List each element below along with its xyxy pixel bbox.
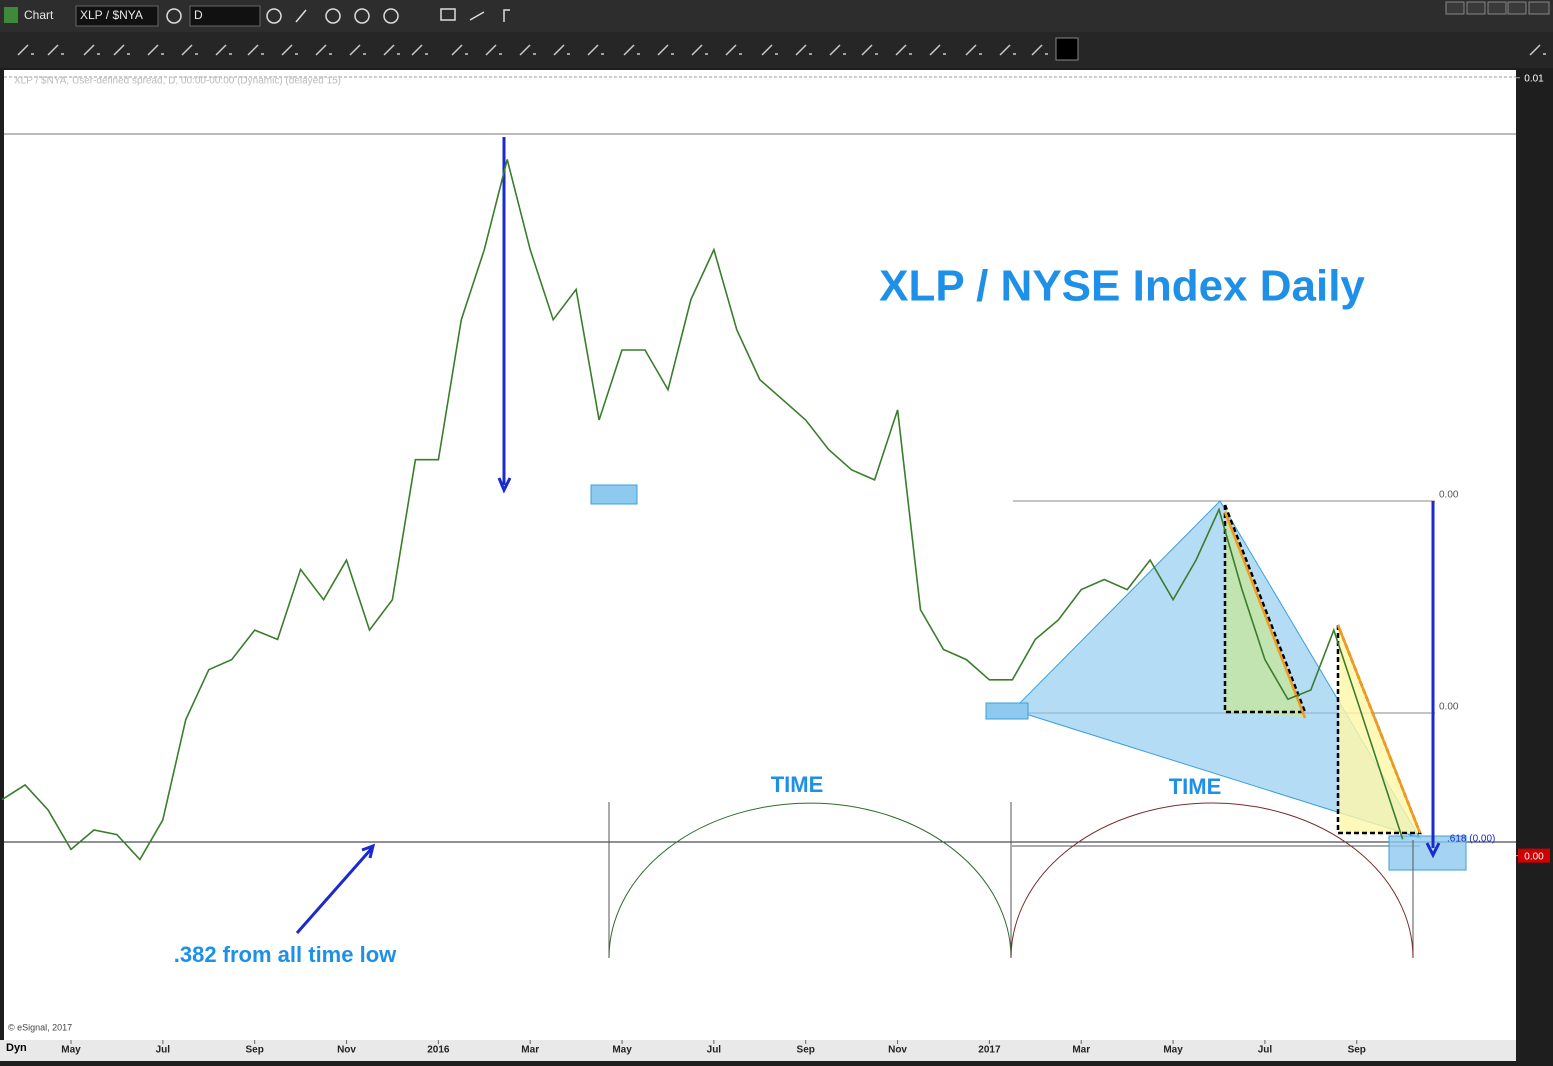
tool-icon[interactable] <box>761 44 778 56</box>
tool-icon[interactable] <box>147 44 164 56</box>
tool-icon[interactable] <box>315 44 332 56</box>
x-tick-label: May <box>1163 1045 1183 1056</box>
x-tick-label: Jul <box>156 1045 171 1056</box>
x-tick-label: Nov <box>888 1045 907 1056</box>
study-header: XLP / $NYA, User-defined spread, D, 00:0… <box>14 76 341 87</box>
y-tick-label: 0.01 <box>1524 73 1544 84</box>
tool-icon[interactable] <box>451 44 468 56</box>
x-tick-label: May <box>61 1045 81 1056</box>
toolbar-icons[interactable] <box>17 44 1546 56</box>
tool-icon[interactable] <box>795 44 812 56</box>
tool-icon[interactable] <box>519 44 536 56</box>
x-tick-label: Jul <box>1258 1045 1273 1056</box>
tool-icon[interactable] <box>553 44 570 56</box>
drawing-toolbar <box>0 32 1553 68</box>
x-tick-label: May <box>612 1045 632 1056</box>
copyright: © eSignal, 2017 <box>8 1022 72 1032</box>
tool-icon[interactable] <box>895 44 912 56</box>
x-tick-label: Mar <box>521 1045 539 1056</box>
title-icons[interactable] <box>166 8 510 24</box>
fib-label: .618 (0.00) <box>1447 834 1495 845</box>
tool-icon[interactable] <box>829 44 846 56</box>
x-tick-label: 2017 <box>978 1045 1001 1056</box>
tool-icon[interactable] <box>587 44 604 56</box>
window-title: Chart <box>24 8 54 22</box>
tool-icon[interactable] <box>83 44 100 56</box>
tool-icon[interactable] <box>349 44 366 56</box>
tool-icon[interactable] <box>247 44 264 56</box>
tool-icon[interactable] <box>411 44 428 56</box>
x-tick-label: Sep <box>1348 1045 1366 1056</box>
fib-label: 0.00 <box>1439 490 1459 501</box>
dyn-button[interactable]: Dyn <box>6 1042 27 1054</box>
y-tick-label: 0.00 <box>1524 851 1544 862</box>
tool-icon[interactable] <box>965 44 982 56</box>
tool-icon[interactable] <box>725 44 742 56</box>
annotation: .382 from all time low <box>174 942 397 967</box>
tool-icon[interactable] <box>17 44 34 56</box>
tool-icon[interactable] <box>383 44 400 56</box>
tool-icon[interactable] <box>47 44 64 56</box>
interval[interactable]: D <box>194 8 203 22</box>
price-line <box>1 159 1404 861</box>
x-tick-label: 2016 <box>427 1045 450 1056</box>
tool-icon[interactable] <box>281 44 298 56</box>
fib-label: 0.00 <box>1439 702 1459 713</box>
tool-icon[interactable] <box>485 44 502 56</box>
tool-icon[interactable] <box>215 44 232 56</box>
symbol[interactable]: XLP / $NYA <box>80 8 143 22</box>
symbol-box[interactable] <box>75 5 159 27</box>
window-buttons[interactable] <box>1445 1 1550 15</box>
tool-icon[interactable] <box>691 44 708 56</box>
tool-icon[interactable] <box>929 44 946 56</box>
fib-drawing <box>295 137 1467 959</box>
x-tick-label: Mar <box>1072 1045 1090 1056</box>
x-tick-label: Sep <box>246 1045 264 1056</box>
price-marker <box>1518 848 1550 863</box>
tool-icon[interactable] <box>181 44 198 56</box>
plot-area <box>4 70 1516 1040</box>
annotation: TIME <box>1169 774 1222 799</box>
price-axis <box>1516 68 1553 1061</box>
tool-icon[interactable] <box>657 44 674 56</box>
tool-icon[interactable] <box>1529 44 1546 56</box>
tool-icon[interactable] <box>861 44 878 56</box>
tool-icon[interactable] <box>623 44 640 56</box>
x-tick-label: Nov <box>337 1045 356 1056</box>
chart-title: XLP / NYSE Index Daily <box>879 262 1365 311</box>
interval-box[interactable] <box>189 5 261 27</box>
x-tick-label: Jul <box>707 1045 722 1056</box>
magnet-button[interactable] <box>1055 37 1079 61</box>
x-tick-label: Sep <box>797 1045 815 1056</box>
tool-icon[interactable] <box>113 44 130 56</box>
tool-icon[interactable] <box>999 44 1016 56</box>
time-axis <box>0 1040 1516 1061</box>
app-icon <box>4 7 18 23</box>
annotation: TIME <box>771 772 824 797</box>
tool-icon[interactable] <box>1031 44 1048 56</box>
